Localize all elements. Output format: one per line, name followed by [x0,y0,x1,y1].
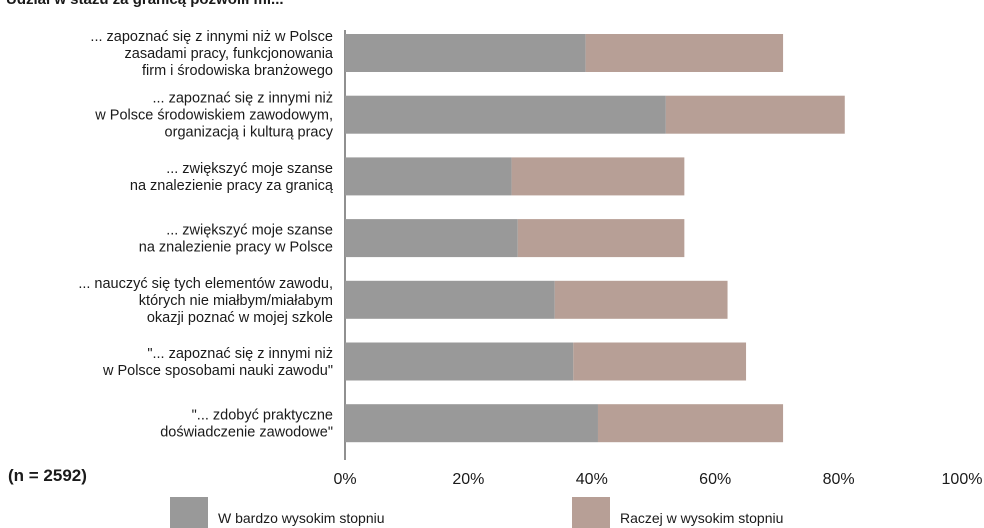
bar-rather-high-2 [511,157,685,196]
x-tick-label-5: 100% [942,471,983,488]
bar-very-high-2 [345,157,512,196]
sample-size-label: (n = 2592) [8,466,87,485]
legend-swatch-very-high [170,497,208,528]
x-tick-label-2: 40% [576,471,608,488]
x-tick-label-1: 20% [452,471,484,488]
x-tick-label-3: 60% [699,471,731,488]
bar-very-high-4 [345,280,555,319]
category-label-4: ... nauczyć się tych elementów zawodu, kt… [78,276,333,326]
bar-very-high-0 [345,34,586,72]
category-label-5: "... zapoznać się z innymi niż w Polsce s… [102,346,333,379]
bar-very-high-5 [345,342,574,381]
legend-swatch-rather-high [572,497,610,528]
category-label-6: "... zdobyć praktyczne doświadczenie zawo… [160,408,333,441]
bar-very-high-3 [345,219,518,258]
bar-very-high-1 [345,95,666,134]
bar-rather-high-1 [665,95,845,134]
bar-rather-high-3 [517,219,685,258]
bar-rather-high-0 [585,34,784,72]
bar-rather-high-5 [573,342,747,381]
legend-label-rather-high: Raczej w wysokim stopniu [620,510,784,526]
legend-item-rather-high: Raczej w wysokim stopniu [572,497,783,528]
x-tick-label-0: 0% [333,471,356,488]
category-label-1: ... zapoznać się z innymi niż w Polsce śr… [94,91,333,141]
bar-very-high-6 [345,404,598,443]
legend-label-very-high: W bardzo wysokim stopniu [218,510,385,526]
category-label-0: ... zapoznać się z innymi niż w Polsce za… [90,29,334,79]
bar-rather-high-4 [554,280,728,319]
category-label-2: ... zwiększyć moje szanse na znalezienie … [130,161,334,194]
bar-rather-high-6 [597,404,784,443]
legend-item-very-high: W bardzo wysokim stopniu [170,497,385,528]
chart-title: Udział w stażu za granicą pozwolił mi... [6,0,284,8]
category-label-3: ... zwiększyć moje szanse na znalezienie … [139,223,333,256]
x-tick-label-4: 80% [823,471,855,488]
